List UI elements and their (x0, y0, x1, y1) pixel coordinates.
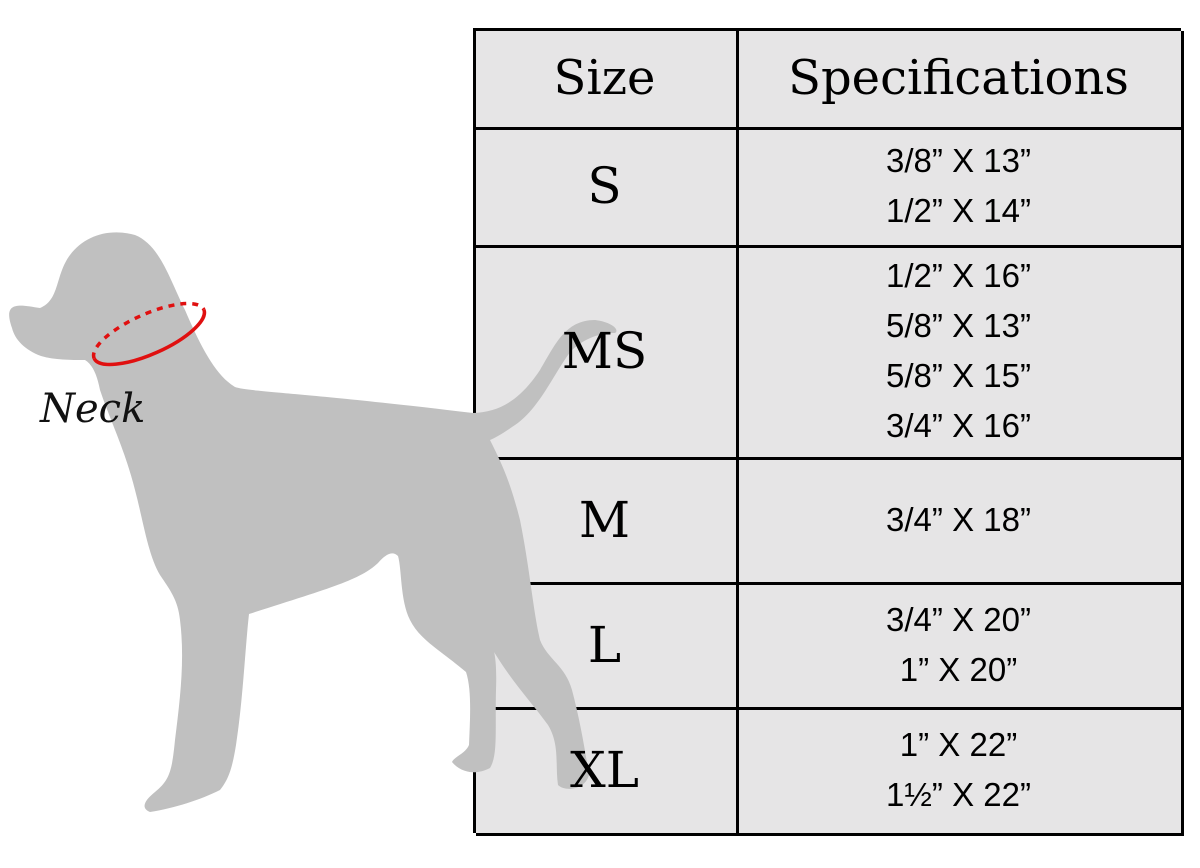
size-cell: L (587, 615, 622, 674)
size-cell: M (578, 490, 631, 549)
spec-line: 5/8” X 15” (886, 357, 1031, 394)
spec-line: 3/4” X 20” (886, 600, 1031, 638)
neck-label: Neck (40, 386, 146, 432)
spec-line: 1” X 22” (899, 726, 1018, 763)
spec-line: 3/4” X 18” (886, 500, 1031, 538)
specs-cell: 3/8” X 13” 1/2” X 14” (736, 127, 1181, 245)
spec-line: 1/2” X 14” (886, 192, 1031, 229)
specs-cell: 1” X 22” 1½” X 22” (736, 707, 1181, 833)
size-cell: XL (570, 741, 639, 799)
spec-line: 5/8” X 13” (886, 307, 1031, 344)
specs-cell: 3/4” X 18” (736, 457, 1181, 582)
specs-cell: 1/2” X 16” 5/8” X 13” 5/8” X 15” 3/4” X … (736, 245, 1181, 457)
collar-ellipse (91, 301, 207, 367)
size-cell: MS (561, 322, 648, 380)
spec-line: 1/2” X 16” (886, 257, 1031, 294)
spec-line: 1” X 20” (899, 650, 1018, 688)
spec-line: 1½” X 22” (886, 776, 1031, 813)
specs-cell: 3/4” X 20” 1” X 20” (736, 582, 1181, 707)
header-size: Size (553, 49, 656, 106)
size-table-background (473, 28, 1184, 836)
spec-line: 3/4” X 16” (886, 407, 1031, 444)
size-table: Size Specifications S 3/8” X 13” 1/2” X … (473, 28, 1181, 833)
spec-line: 3/8” X 13” (886, 142, 1031, 179)
header-specifications: Specifications (788, 49, 1129, 106)
size-cell: S (587, 157, 622, 215)
